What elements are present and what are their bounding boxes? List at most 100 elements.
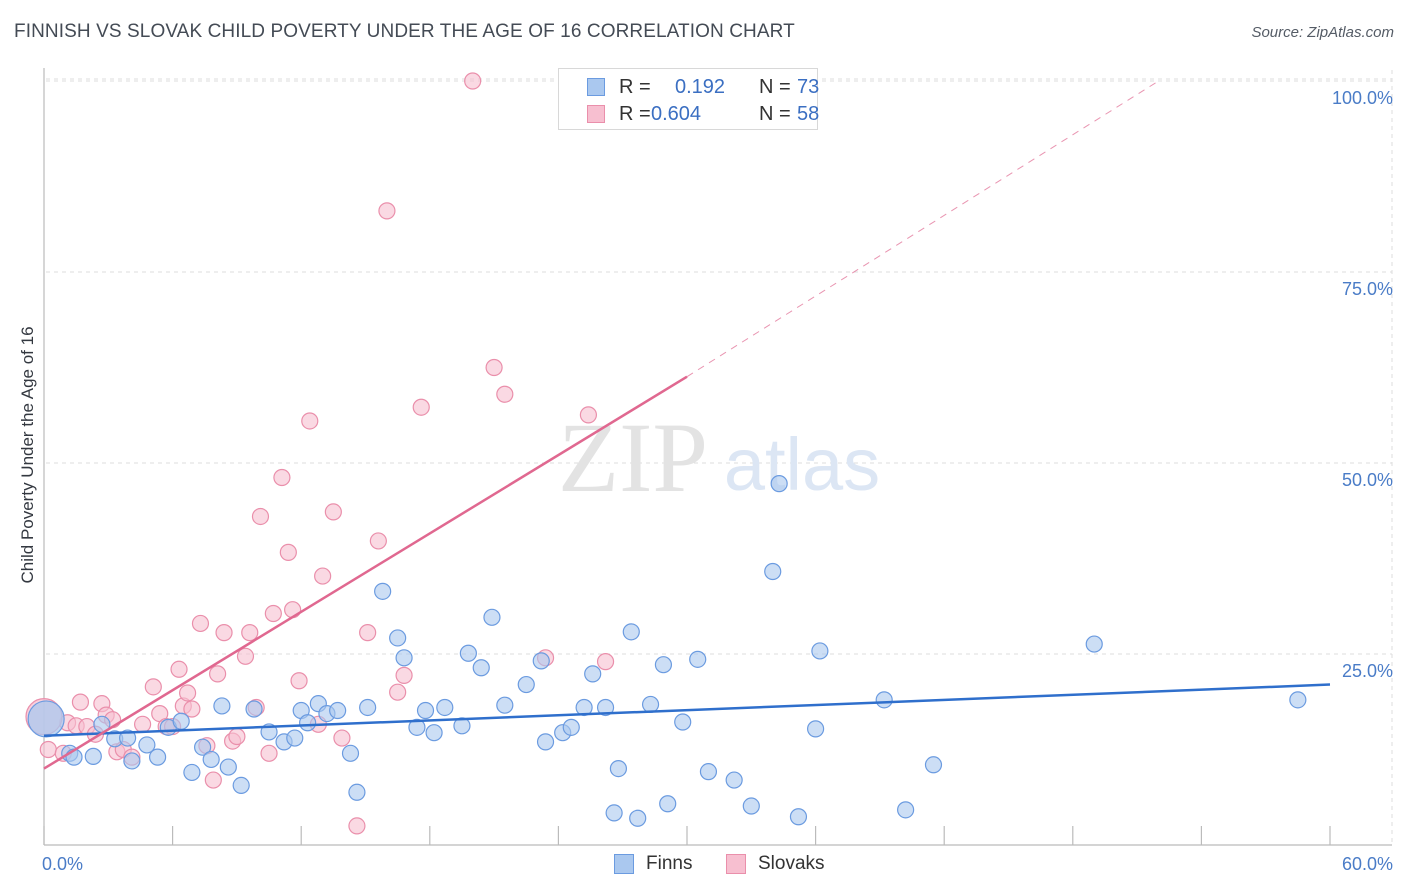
x-tick-label-max: 60.0%: [1342, 854, 1393, 874]
finn-point-56: [659, 795, 677, 813]
slovaks-trend-line: [43, 375, 688, 770]
slovak-point-32: [251, 507, 270, 526]
finn-point-55: [654, 656, 673, 674]
finn-point-48: [584, 665, 602, 683]
slovak-point-36: [279, 543, 297, 561]
slovak-point-29: [236, 647, 255, 665]
finn-point-21: [286, 729, 304, 747]
slovak-point-22: [191, 614, 210, 633]
finn-point-46: [562, 718, 580, 736]
x-tick-label-min: 0.0%: [42, 854, 83, 874]
finn-point-6: [118, 729, 137, 747]
finn-point-15: [213, 697, 231, 715]
slovak-point-50: [412, 398, 430, 416]
legend-n-label: N =: [759, 76, 791, 98]
finn-point-54: [641, 695, 660, 714]
legend-swatch-finns: [587, 78, 605, 96]
gridlines: [46, 70, 1393, 845]
axis-ticks: 100.0% 75.0% 50.0% 25.0% 0.0% 60.0%: [42, 88, 1393, 874]
legend-r-value-finns: 0.192: [675, 76, 726, 98]
finn-point-29: [359, 698, 377, 717]
slovak-point-39: [301, 412, 319, 430]
finn-point-17: [232, 776, 250, 795]
slovak-point-35: [273, 468, 291, 487]
finn-point-61: [742, 797, 760, 815]
slovak-point-26: [215, 624, 233, 642]
finn-point-31: [389, 629, 407, 647]
slovak-point-51: [464, 72, 482, 90]
source-label: Source: ZipAtlas.com: [1251, 24, 1394, 41]
slovak-point-18: [170, 660, 188, 678]
slovak-point-13: [133, 715, 152, 733]
y-tick-label-75: 75.0%: [1342, 279, 1393, 299]
watermark-zip: ZIP: [558, 402, 708, 513]
finn-point-60: [725, 771, 743, 789]
finn-point-38: [459, 644, 477, 662]
finn-point-51: [609, 759, 628, 778]
finn-point-65: [806, 720, 825, 738]
finn-point-33: [408, 718, 426, 736]
bottom-swatch-slovaks: [726, 854, 746, 874]
slovak-point-28: [228, 727, 246, 746]
bottom-swatch-finns: [614, 854, 634, 874]
finn-point-23: [299, 714, 317, 732]
slovak-point-25: [209, 665, 227, 683]
finn-point-64: [789, 808, 808, 826]
slovak-point-42: [324, 503, 342, 521]
legend-swatch-slovaks: [587, 105, 605, 123]
finn-point-13: [194, 738, 212, 756]
slovak-point-34: [264, 604, 282, 623]
finn-point-30: [374, 582, 392, 600]
slovak-point-24: [204, 771, 222, 789]
slovak-point-48: [389, 683, 407, 701]
correlation-legend: R = 0.192 N = 73 R = 0.604 N = 58: [558, 68, 820, 130]
y-tick-label-100: 100.0%: [1332, 88, 1393, 108]
finn-point-8: [138, 736, 156, 754]
finn-point-18: [245, 700, 263, 718]
finn-point-3: [84, 747, 102, 765]
legend-r-label: R =: [619, 76, 651, 98]
finn-point-42: [517, 675, 535, 694]
legend-n-value-finns: 73: [797, 76, 820, 98]
finn-point-67: [875, 691, 893, 709]
slovaks-trend-extension: [686, 80, 1159, 378]
slovak-point-38: [290, 672, 308, 690]
y-tick-label-50: 50.0%: [1342, 470, 1393, 490]
finn-point-26: [329, 701, 347, 720]
slovak-point-43: [333, 729, 351, 747]
watermark-atlas: atlas: [724, 423, 880, 506]
slovak-point-21: [183, 700, 201, 718]
slovak-point-30: [241, 624, 259, 642]
finn-point-69: [924, 756, 943, 774]
slovak-point-56: [596, 653, 615, 671]
finn-point-62: [764, 562, 782, 581]
slovak-point-44: [348, 817, 366, 835]
slovak-point-45: [359, 624, 377, 642]
finn-point-63: [770, 475, 788, 493]
finn-point-28: [348, 783, 366, 801]
legend-n-value-slovaks: 58: [797, 103, 820, 125]
slovak-point-49: [395, 666, 413, 684]
finn-point-11: [172, 712, 190, 730]
finn-point-68: [897, 801, 915, 819]
finn-point-32: [395, 649, 413, 667]
chart-title: FINNISH VS SLOVAK CHILD POVERTY UNDER TH…: [14, 21, 795, 42]
finn-point-37: [453, 717, 471, 735]
finns-points: [27, 475, 1307, 827]
slovak-point-37: [284, 601, 302, 619]
y-tick-label-25: 25.0%: [1342, 661, 1393, 681]
finn-point-66: [811, 642, 829, 660]
watermark: ZIP atlas: [558, 402, 880, 513]
slovak-point-47: [378, 202, 396, 220]
finn-point-58: [689, 650, 707, 668]
legend-r-value-slovaks: 0.604: [651, 103, 702, 125]
finn-point-16: [219, 758, 237, 776]
bottom-legend-slovaks-label: Slovaks: [758, 853, 825, 874]
finn-point-35: [425, 724, 443, 742]
finn-point-7: [123, 752, 141, 770]
finn-point-40: [483, 608, 501, 626]
finn-point-27: [341, 744, 360, 762]
finn-point-9: [148, 748, 167, 766]
finn-point-70: [1085, 635, 1103, 653]
